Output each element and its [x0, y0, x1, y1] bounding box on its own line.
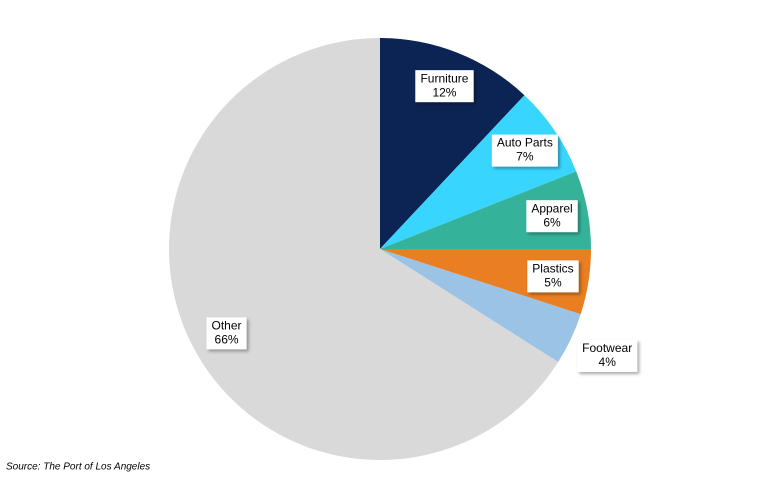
label-name: Auto Parts	[497, 136, 553, 150]
label-value: 6%	[543, 215, 561, 229]
pie-slice	[380, 95, 577, 249]
label-name: Footwear	[582, 341, 632, 355]
label-box	[526, 200, 578, 233]
label-value: 12%	[432, 85, 456, 99]
label-name: Apparel	[531, 201, 572, 215]
label-value: 5%	[544, 276, 562, 290]
label-value: 4%	[599, 355, 617, 369]
source-note: Source: The Port of Los Angeles	[6, 462, 150, 473]
label-value: 7%	[516, 150, 534, 164]
label-name: Other	[212, 319, 242, 333]
label-box	[577, 339, 638, 372]
label-box	[206, 317, 247, 350]
label-name: Furniture	[420, 71, 468, 85]
label-name: Plastics	[532, 262, 573, 276]
label-box	[527, 260, 579, 293]
pie-slice	[168, 38, 559, 460]
label-value: 66%	[215, 333, 239, 347]
label-box	[415, 70, 474, 103]
pie-slice	[380, 249, 581, 363]
label-box	[491, 134, 558, 167]
